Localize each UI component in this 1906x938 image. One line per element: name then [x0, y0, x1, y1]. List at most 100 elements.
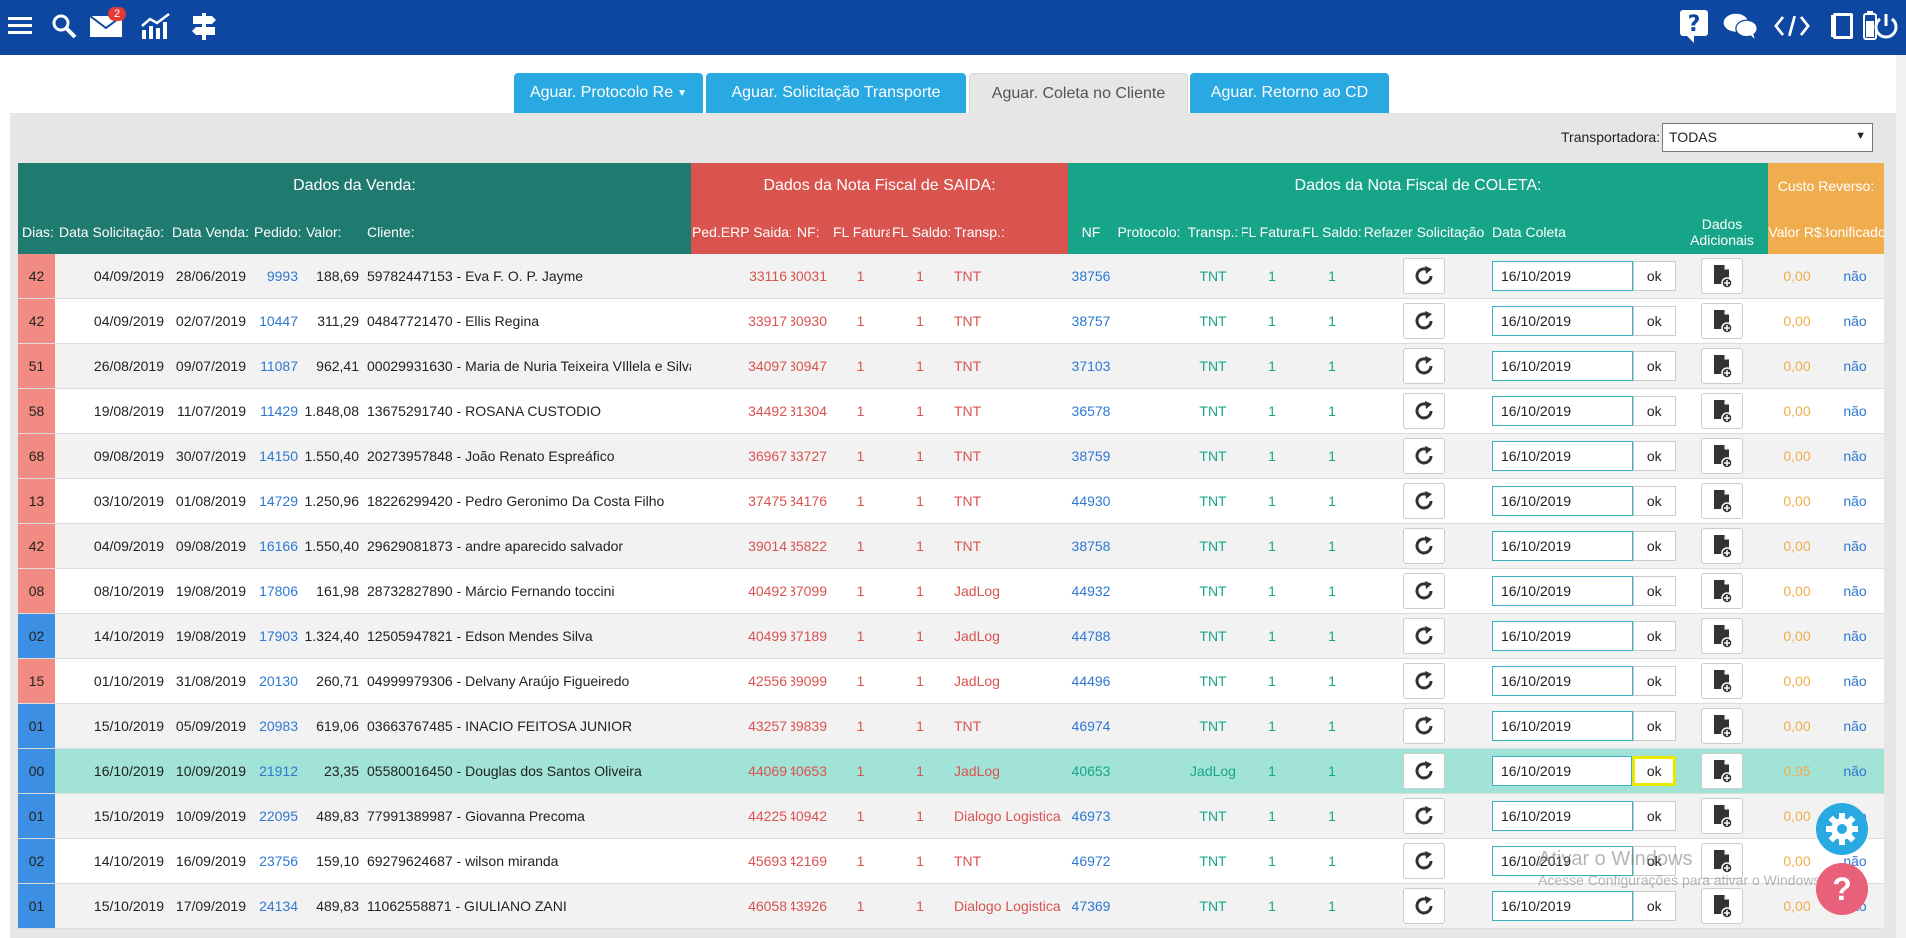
- code-icon[interactable]: [1774, 8, 1810, 44]
- cell-nf-coleta[interactable]: 46974: [1071, 718, 1111, 734]
- cell-nf-coleta[interactable]: 44788: [1071, 628, 1111, 644]
- data-coleta-input[interactable]: 16/10/2019: [1492, 261, 1633, 291]
- cell-nf-coleta[interactable]: 38759: [1071, 448, 1111, 464]
- tab-aguar-retorno-cd[interactable]: Aguar. Retorno ao CD: [1190, 73, 1389, 113]
- cell-bonificado[interactable]: não: [1843, 628, 1867, 644]
- refresh-button[interactable]: [1403, 303, 1445, 339]
- cell-pedido-link[interactable]: 24134: [259, 898, 298, 914]
- cell-bonificado[interactable]: não: [1843, 763, 1867, 779]
- add-document-button[interactable]: [1701, 483, 1743, 519]
- cell-nf-coleta[interactable]: 38756: [1071, 268, 1111, 284]
- cell-pedido-link[interactable]: 23756: [259, 853, 298, 869]
- cell-nf-coleta[interactable]: 44930: [1071, 493, 1111, 509]
- data-coleta-input[interactable]: 16/10/2019: [1492, 711, 1633, 741]
- settings-fab[interactable]: [1816, 803, 1868, 855]
- cell-nf-coleta[interactable]: 37103: [1071, 358, 1111, 374]
- ok-button[interactable]: ok: [1632, 351, 1676, 381]
- cell-bonificado[interactable]: não: [1843, 403, 1867, 419]
- ok-button[interactable]: ok: [1632, 621, 1676, 651]
- cell-pedido-link[interactable]: 20983: [259, 718, 298, 734]
- data-coleta-input[interactable]: 16/10/2019: [1492, 576, 1633, 606]
- refresh-button[interactable]: [1403, 348, 1445, 384]
- ok-button[interactable]: ok: [1632, 666, 1676, 696]
- cell-bonificado[interactable]: não: [1843, 358, 1867, 374]
- ok-button[interactable]: ok: [1632, 801, 1676, 831]
- cell-pedido-link[interactable]: 16166: [259, 538, 298, 554]
- signpost-icon[interactable]: [186, 8, 222, 44]
- refresh-button[interactable]: [1403, 483, 1445, 519]
- chart-icon[interactable]: [138, 8, 174, 44]
- power-icon[interactable]: [1868, 8, 1904, 44]
- cell-nf-coleta[interactable]: 47369: [1071, 898, 1111, 914]
- refresh-button[interactable]: [1403, 843, 1445, 879]
- cell-bonificado[interactable]: não: [1843, 538, 1867, 554]
- cell-bonificado[interactable]: não: [1843, 448, 1867, 464]
- help-fab[interactable]: ?: [1816, 863, 1868, 915]
- menu-icon[interactable]: [2, 8, 38, 44]
- refresh-button[interactable]: [1403, 663, 1445, 699]
- ok-button[interactable]: ok: [1632, 756, 1676, 786]
- cell-pedido-link[interactable]: 11087: [260, 358, 298, 374]
- cell-nf-coleta[interactable]: 38758: [1071, 538, 1111, 554]
- add-document-button[interactable]: [1701, 393, 1743, 429]
- data-coleta-input[interactable]: 16/10/2019: [1492, 531, 1633, 561]
- ok-button[interactable]: ok: [1632, 486, 1676, 516]
- cell-pedido-link[interactable]: 11429: [260, 403, 298, 419]
- add-document-button[interactable]: [1701, 438, 1743, 474]
- add-document-button[interactable]: [1701, 798, 1743, 834]
- add-document-button[interactable]: [1701, 888, 1743, 924]
- refresh-button[interactable]: [1403, 798, 1445, 834]
- data-coleta-input[interactable]: 16/10/2019: [1492, 486, 1633, 516]
- cell-bonificado[interactable]: não: [1843, 673, 1867, 689]
- ok-button[interactable]: ok: [1632, 306, 1676, 336]
- ok-button[interactable]: ok: [1632, 396, 1676, 426]
- cell-nf-coleta[interactable]: 40653: [1071, 763, 1111, 779]
- cell-pedido-link[interactable]: 21912: [259, 763, 298, 779]
- data-coleta-input[interactable]: 16/10/2019: [1492, 621, 1633, 651]
- ok-button[interactable]: ok: [1632, 576, 1676, 606]
- add-document-button[interactable]: [1701, 618, 1743, 654]
- refresh-button[interactable]: [1403, 528, 1445, 564]
- data-coleta-input[interactable]: 16/10/2019: [1492, 756, 1633, 786]
- chat-icon[interactable]: [1722, 8, 1758, 44]
- refresh-button[interactable]: [1403, 258, 1445, 294]
- add-document-button[interactable]: [1701, 708, 1743, 744]
- data-coleta-input[interactable]: 16/10/2019: [1492, 351, 1633, 381]
- search-icon[interactable]: [46, 8, 82, 44]
- data-coleta-input[interactable]: 16/10/2019: [1492, 891, 1633, 921]
- cell-bonificado[interactable]: não: [1843, 268, 1867, 284]
- add-document-button[interactable]: [1701, 303, 1743, 339]
- cell-pedido-link[interactable]: 22095: [259, 808, 298, 824]
- data-coleta-input[interactable]: 16/10/2019: [1492, 396, 1633, 426]
- cell-bonificado[interactable]: não: [1843, 583, 1867, 599]
- cell-pedido-link[interactable]: 14150: [259, 448, 298, 464]
- data-coleta-input[interactable]: 16/10/2019: [1492, 441, 1633, 471]
- cell-nf-coleta[interactable]: 46972: [1071, 853, 1111, 869]
- ok-button[interactable]: ok: [1632, 261, 1676, 291]
- data-coleta-input[interactable]: 16/10/2019: [1492, 306, 1633, 336]
- cell-pedido-link[interactable]: 14729: [259, 493, 298, 509]
- cell-nf-coleta[interactable]: 36578: [1071, 403, 1111, 419]
- cell-nf-coleta[interactable]: 38757: [1071, 313, 1111, 329]
- cell-pedido-link[interactable]: 10447: [259, 313, 298, 329]
- cell-bonificado[interactable]: não: [1843, 313, 1867, 329]
- ok-button[interactable]: ok: [1632, 846, 1676, 876]
- cell-bonificado[interactable]: não: [1843, 718, 1867, 734]
- ok-button[interactable]: ok: [1632, 441, 1676, 471]
- data-coleta-input[interactable]: 16/10/2019: [1492, 846, 1633, 876]
- cell-nf-coleta[interactable]: 46973: [1071, 808, 1111, 824]
- tab-aguar-coleta-cliente[interactable]: Aguar. Coleta no Cliente: [969, 73, 1188, 113]
- refresh-button[interactable]: [1403, 573, 1445, 609]
- data-coleta-input[interactable]: 16/10/2019: [1492, 801, 1633, 831]
- ok-button[interactable]: ok: [1632, 891, 1676, 921]
- data-coleta-input[interactable]: 16/10/2019: [1492, 666, 1633, 696]
- book-icon[interactable]: [1824, 8, 1860, 44]
- page-scrollbar[interactable]: [1896, 55, 1906, 938]
- add-document-button[interactable]: [1701, 573, 1743, 609]
- ok-button[interactable]: ok: [1632, 531, 1676, 561]
- cell-nf-coleta[interactable]: 44496: [1071, 673, 1111, 689]
- cell-nf-coleta[interactable]: 44932: [1071, 583, 1111, 599]
- add-document-button[interactable]: [1701, 528, 1743, 564]
- refresh-button[interactable]: [1403, 393, 1445, 429]
- cell-pedido-link[interactable]: 9993: [266, 268, 298, 284]
